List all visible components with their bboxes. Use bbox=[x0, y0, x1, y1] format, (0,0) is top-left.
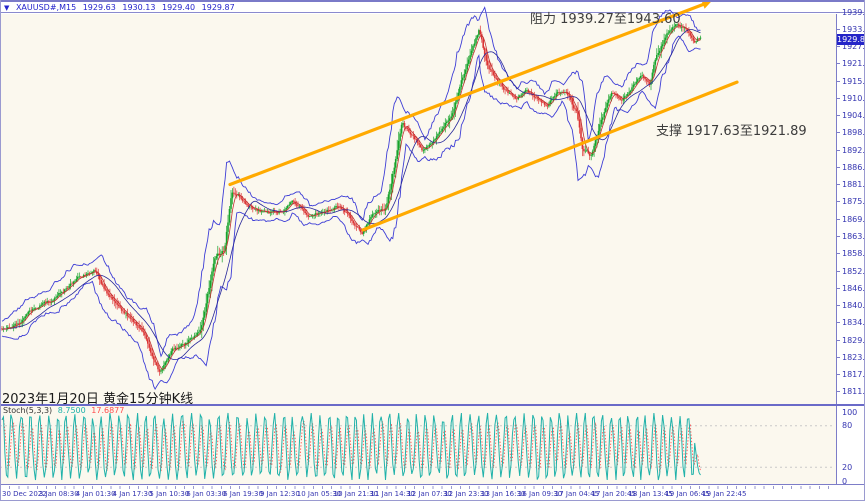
date-caption: 2023年1月20日 黄金15分钟K线 bbox=[2, 392, 194, 407]
symbol-timeframe-label: XAUUSD#,M15 bbox=[15, 3, 77, 12]
time-tick: 17 Jan 20:45 bbox=[591, 490, 636, 498]
price-tick-mark bbox=[836, 132, 840, 134]
price-tick: 1933.15 bbox=[842, 24, 865, 34]
price-tick-mark bbox=[836, 46, 840, 48]
price-tick-mark bbox=[836, 218, 840, 220]
resistance-label: 阻力 1939.27至1943.60 bbox=[530, 12, 681, 27]
price-tick: 1829.05 bbox=[842, 335, 865, 345]
time-tick: 16 Jan 09:30 bbox=[517, 490, 563, 498]
time-tick: 6 Jan 19:30 bbox=[223, 490, 263, 498]
price-tick-mark bbox=[836, 391, 840, 393]
stoch-scale-label: 80 bbox=[842, 421, 853, 431]
time-tick: 10 Jan 05:30 bbox=[296, 490, 342, 498]
window-border-left bbox=[0, 0, 1, 501]
stoch-canvas[interactable] bbox=[0, 406, 836, 484]
price-tick: 1811.65 bbox=[842, 387, 865, 397]
price-tick-mark bbox=[836, 305, 840, 307]
time-axis[interactable]: 30 Dec 2022 3 Jan 08:30 4 Jan 01:30 4 Jan 1… bbox=[0, 484, 865, 501]
price-tick: 1886.95 bbox=[842, 162, 865, 172]
time-tick: 17 Jan 04:45 bbox=[554, 490, 600, 498]
price-tick: 1892.65 bbox=[842, 145, 865, 155]
price-tick-mark bbox=[836, 287, 840, 289]
price-tick-mark bbox=[836, 184, 840, 186]
price-tick-mark bbox=[836, 253, 840, 255]
price-tick-mark bbox=[836, 166, 840, 168]
time-tick: 4 Jan 01:30 bbox=[75, 490, 116, 498]
price-tick: 1834.75 bbox=[842, 318, 865, 328]
price-tick: 1921.60 bbox=[842, 59, 865, 69]
stoch-scale-label: 100 bbox=[842, 407, 858, 417]
price-tick: 1858.00 bbox=[842, 249, 865, 259]
price-tick: 1881.10 bbox=[842, 180, 865, 190]
time-tick-marks bbox=[0, 486, 836, 489]
price-tick-mark bbox=[836, 97, 840, 99]
price-tick-mark bbox=[836, 322, 840, 324]
time-tick: 4 Jan 17:30 bbox=[112, 490, 153, 498]
price-tick: 1910.05 bbox=[842, 93, 865, 103]
price-tick: 1875.25 bbox=[842, 197, 865, 207]
time-tick: 6 Jan 03:30 bbox=[186, 490, 227, 498]
price-tick-mark bbox=[836, 339, 840, 341]
time-tick: 9 Jan 12:30 bbox=[259, 490, 300, 498]
quote-high: 1930.13 bbox=[122, 3, 156, 12]
price-tick-mark bbox=[836, 149, 840, 151]
price-tick-mark bbox=[836, 374, 840, 376]
time-tick: 30 Dec 2022 bbox=[2, 490, 47, 498]
price-tick-mark bbox=[836, 11, 840, 13]
price-tick: 1939.00 bbox=[842, 7, 865, 17]
support-label: 支撑 1917.63至1921.89 bbox=[656, 124, 807, 139]
price-tick-mark bbox=[836, 236, 840, 237]
price-axis-border bbox=[836, 14, 837, 484]
indicator-main-value: 8.7500 bbox=[57, 406, 86, 415]
price-tick: 1898.50 bbox=[842, 128, 865, 138]
time-tick: 10 Jan 21:30 bbox=[333, 490, 378, 498]
time-tick: 19 Jan 06:45 bbox=[665, 490, 710, 498]
quote-open: 1929.63 bbox=[82, 3, 116, 12]
stoch-scale-label: 0 bbox=[842, 476, 848, 486]
price-tick-mark bbox=[836, 356, 840, 358]
current-price-tag: 1929.87 bbox=[837, 33, 865, 45]
symbol-dropdown-icon[interactable]: ▼ bbox=[4, 4, 10, 12]
time-tick: 13 Jan 16:30 bbox=[481, 490, 526, 498]
price-tick: 1863.70 bbox=[842, 232, 865, 241]
price-tick: 1852.15 bbox=[842, 266, 865, 276]
panel-separator[interactable] bbox=[0, 404, 865, 406]
price-tick: 1846.30 bbox=[842, 283, 865, 293]
price-tick: 1869.55 bbox=[842, 214, 865, 224]
time-tick: 3 Jan 08:30 bbox=[38, 490, 79, 498]
quote-low: 1929.40 bbox=[162, 3, 196, 12]
price-tick: 1915.90 bbox=[842, 76, 865, 86]
window-border-top bbox=[0, 0, 865, 2]
price-tick: 1904.20 bbox=[842, 111, 865, 121]
price-tick: 1823.20 bbox=[842, 352, 865, 362]
price-tick: 1817.35 bbox=[842, 370, 865, 380]
indicator-signal-value: 17.6877 bbox=[91, 406, 125, 415]
quote-close: 1929.87 bbox=[201, 3, 235, 12]
price-tick-mark bbox=[836, 63, 840, 65]
price-tick-mark bbox=[836, 28, 840, 30]
time-tick: 18 Jan 13:45 bbox=[628, 490, 673, 498]
price-axis[interactable]: 1929.87 1939.00 1933.15 1927.45 1921.60 1915… bbox=[836, 0, 865, 501]
indicator-label: Stoch(5,3,3) 8.7500 17.6877 bbox=[3, 406, 127, 415]
time-tick: 12 Jan 23:30 bbox=[444, 490, 489, 498]
main-chart-canvas[interactable] bbox=[0, 0, 836, 404]
indicator-name: Stoch(5,3,3) bbox=[3, 406, 53, 415]
price-tick-mark bbox=[836, 80, 840, 82]
price-tick-mark bbox=[836, 201, 840, 203]
chart-titlebar[interactable]: ▼ XAUUSD#,M15 1929.63 1930.13 1929.40 19… bbox=[0, 2, 865, 13]
time-tick: 12 Jan 07:30 bbox=[407, 490, 452, 498]
price-tick: 1927.45 bbox=[842, 42, 865, 52]
time-tick: 5 Jan 10:30 bbox=[149, 490, 190, 498]
price-tick-mark bbox=[836, 115, 840, 117]
time-tick: 11 Jan 14:30 bbox=[370, 490, 415, 498]
stoch-scale-label: 20 bbox=[842, 462, 853, 472]
price-tick: 1840.60 bbox=[842, 301, 865, 311]
price-tick-mark bbox=[836, 270, 840, 272]
time-tick: 19 Jan 22:45 bbox=[702, 490, 747, 498]
